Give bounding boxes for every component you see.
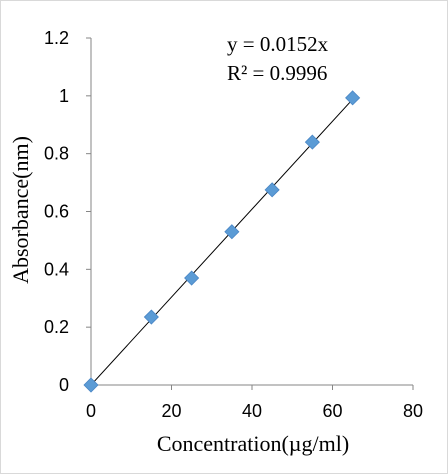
data-points	[83, 90, 361, 393]
y-tick-label: 0	[59, 375, 69, 395]
y-axis-title: Absorbance(nm)	[8, 136, 33, 284]
y-tick-label: 0.2	[44, 317, 69, 337]
y-tick-label: 0.4	[44, 259, 69, 279]
x-tick-label: 60	[322, 401, 342, 421]
axes	[86, 37, 414, 390]
tick-labels: 0 0.2 0.4 0.6 0.8 1 1.2 0 20 40 60 80	[44, 28, 423, 421]
y-tick-label: 1.2	[44, 28, 69, 48]
data-point	[304, 134, 320, 150]
data-point	[184, 270, 200, 286]
x-axis-title: Concentration(µg/ml)	[157, 431, 349, 456]
data-point	[224, 224, 240, 240]
trendline	[90, 98, 353, 386]
data-point	[83, 377, 99, 393]
y-tick-label: 0.8	[44, 144, 69, 164]
x-tick-label: 40	[242, 401, 262, 421]
data-point	[143, 309, 159, 325]
x-tick-label: 80	[403, 401, 423, 421]
data-point	[264, 182, 280, 198]
r-squared-label: R² = 0.9996	[227, 61, 327, 85]
y-tick-label: 0.6	[44, 202, 69, 222]
trendline-equation: y = 0.0152x	[227, 32, 329, 56]
y-tick-label: 1	[59, 86, 69, 106]
x-tick-label: 0	[86, 401, 96, 421]
x-tick-label: 20	[161, 401, 181, 421]
data-point	[345, 90, 361, 106]
